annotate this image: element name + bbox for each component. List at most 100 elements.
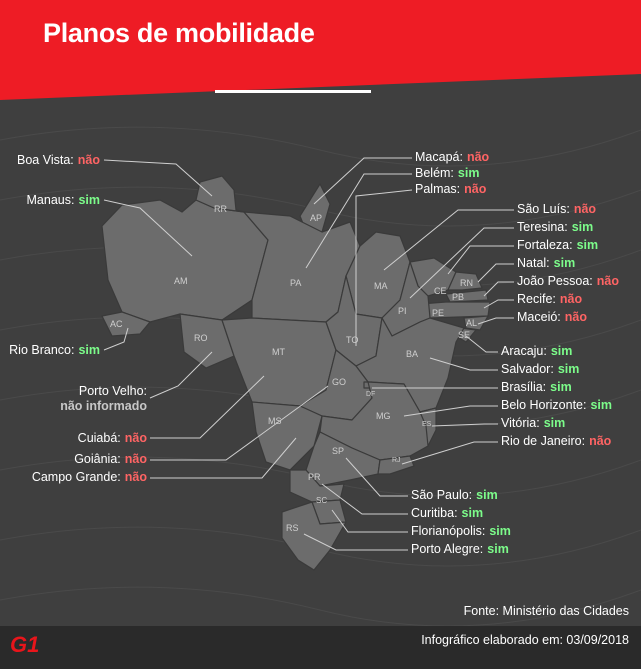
state-ro bbox=[179, 313, 235, 369]
leader-rio-branco bbox=[103, 327, 129, 351]
city-label-belem: Belém: sim bbox=[415, 166, 480, 180]
leader-salvador bbox=[429, 357, 498, 371]
city-label-rio-de-janeiro: Rio de Janeiro: não bbox=[501, 434, 612, 448]
state-label-mg: MG bbox=[376, 411, 391, 421]
state-label-pa: PA bbox=[290, 278, 301, 288]
state-pe bbox=[419, 301, 491, 319]
city-label-brasilia: Brasília: sim bbox=[501, 380, 572, 394]
leader-curitiba bbox=[321, 483, 408, 515]
state-label-ro: RO bbox=[194, 333, 208, 343]
state-label-df: DF bbox=[366, 391, 375, 398]
leader-rio-de-janeiro bbox=[401, 441, 498, 465]
state-label-al: AL bbox=[466, 318, 477, 328]
leader-vitoria bbox=[431, 423, 498, 427]
city-label-macapa: Macapá: não bbox=[415, 150, 490, 164]
state-label-ma: MA bbox=[374, 281, 388, 291]
city-label-palmas: Palmas: não bbox=[415, 182, 487, 196]
city-label-porto-alegre: Porto Alegre: sim bbox=[411, 542, 509, 556]
state-label-pi: PI bbox=[398, 306, 407, 316]
leader-natal bbox=[477, 263, 514, 283]
leader-cuiaba bbox=[150, 375, 265, 439]
city-label-sao-luis: São Luís: não bbox=[517, 202, 597, 216]
leader-joao-pessoa bbox=[483, 281, 514, 297]
leader-porto-alegre bbox=[303, 533, 408, 551]
city-label-vitoria: Vitória: sim bbox=[501, 416, 566, 430]
leader-sao-luis bbox=[383, 209, 514, 271]
city-label-cuiaba: Cuiabá: não bbox=[77, 431, 147, 445]
leader-sao-paulo bbox=[345, 457, 408, 497]
city-label-boa-vista: Boa Vista: não bbox=[17, 153, 100, 167]
leader-boa-vista bbox=[103, 159, 213, 197]
source-credit: Fonte: Ministério das Cidades bbox=[463, 604, 629, 618]
leader-belem bbox=[305, 173, 412, 269]
state-label-rr: RR bbox=[214, 204, 227, 214]
state-pb bbox=[445, 289, 489, 303]
footer-bar: G1 Infográfico elaborado em: 03/09/2018 bbox=[0, 626, 641, 669]
city-label-sao-paulo: São Paulo: sim bbox=[411, 488, 498, 502]
leader-goiania bbox=[150, 385, 329, 461]
leader-florianopolis bbox=[331, 509, 408, 533]
state-label-es: ES bbox=[422, 421, 432, 428]
title-banner bbox=[0, 0, 641, 100]
city-label-joao-pessoa: João Pessoa: não bbox=[517, 274, 619, 288]
leader-recife bbox=[483, 299, 514, 309]
city-label-teresina: Teresina: sim bbox=[517, 220, 594, 234]
city-label-goiania: Goiânia: não bbox=[74, 452, 147, 466]
city-label-maceio: Maceió: não bbox=[517, 310, 588, 324]
state-label-rn: RN bbox=[460, 278, 473, 288]
city-label-campo-grande: Campo Grande: não bbox=[31, 470, 147, 484]
state-am bbox=[101, 199, 269, 323]
leader-palmas bbox=[355, 189, 413, 346]
state-label-ap: AP bbox=[310, 213, 322, 223]
state-rn bbox=[447, 271, 483, 291]
leader-campo-grande bbox=[150, 437, 297, 479]
state-label-ms: MS bbox=[268, 416, 282, 426]
city-label-aracaju: Aracaju: sim bbox=[501, 344, 573, 358]
leader-macapa bbox=[313, 157, 412, 205]
state-label-se: SE bbox=[458, 330, 470, 340]
state-label-mt: MT bbox=[272, 347, 285, 357]
state-ac bbox=[101, 311, 151, 337]
state-es bbox=[419, 407, 437, 447]
state-rs bbox=[281, 501, 347, 571]
city-label-natal: Natal: sim bbox=[517, 256, 576, 270]
state-al bbox=[463, 315, 489, 331]
g1-logo: G1 bbox=[10, 632, 40, 657]
page-title: Planos de mobilidade bbox=[43, 18, 315, 48]
leader-maceio bbox=[477, 317, 514, 325]
city-label-fortaleza: Fortaleza: sim bbox=[517, 238, 599, 252]
state-label-pr: PR bbox=[308, 472, 321, 482]
state-label-ce: CE bbox=[434, 286, 447, 296]
state-pr bbox=[289, 469, 345, 503]
state-rr bbox=[195, 175, 245, 213]
creation-date: Infográfico elaborado em: 03/09/2018 bbox=[421, 633, 629, 647]
state-label-rs: RS bbox=[286, 523, 299, 533]
leader-manaus bbox=[103, 199, 193, 257]
leader-belo-horizonte bbox=[403, 405, 498, 417]
city-label-salvador: Salvador: sim bbox=[501, 362, 580, 376]
city-label-curitiba: Curitiba: sim bbox=[411, 506, 484, 520]
leader-aracaju bbox=[465, 335, 498, 353]
state-label-go: GO bbox=[332, 377, 346, 387]
city-label-rio-branco: Rio Branco: sim bbox=[9, 343, 100, 357]
state-label-ac: AC bbox=[110, 319, 123, 329]
leader-porto-velho bbox=[149, 351, 213, 399]
state-label-am: AM bbox=[174, 276, 188, 286]
state-label-sc: SC bbox=[316, 496, 327, 505]
city-label-belo-horizonte: Belo Horizonte: sim bbox=[501, 398, 613, 412]
city-label-manaus: Manaus: sim bbox=[26, 193, 101, 207]
state-label-ba: BA bbox=[406, 349, 418, 359]
state-label-to: TO bbox=[346, 335, 358, 345]
city-label-florianopolis: Florianópolis: sim bbox=[411, 524, 511, 538]
city-label-porto-velho: Porto Velho: não informado bbox=[60, 384, 147, 413]
state-rj bbox=[377, 455, 415, 475]
state-label-pb: PB bbox=[452, 292, 464, 302]
leader-teresina bbox=[409, 227, 514, 299]
state-label-rj: RJ bbox=[392, 457, 401, 464]
city-label-recife: Recife: não bbox=[517, 292, 583, 306]
state-label-sp: SP bbox=[332, 446, 344, 456]
leader-fortaleza bbox=[447, 245, 514, 275]
state-label-pe: PE bbox=[432, 308, 444, 318]
